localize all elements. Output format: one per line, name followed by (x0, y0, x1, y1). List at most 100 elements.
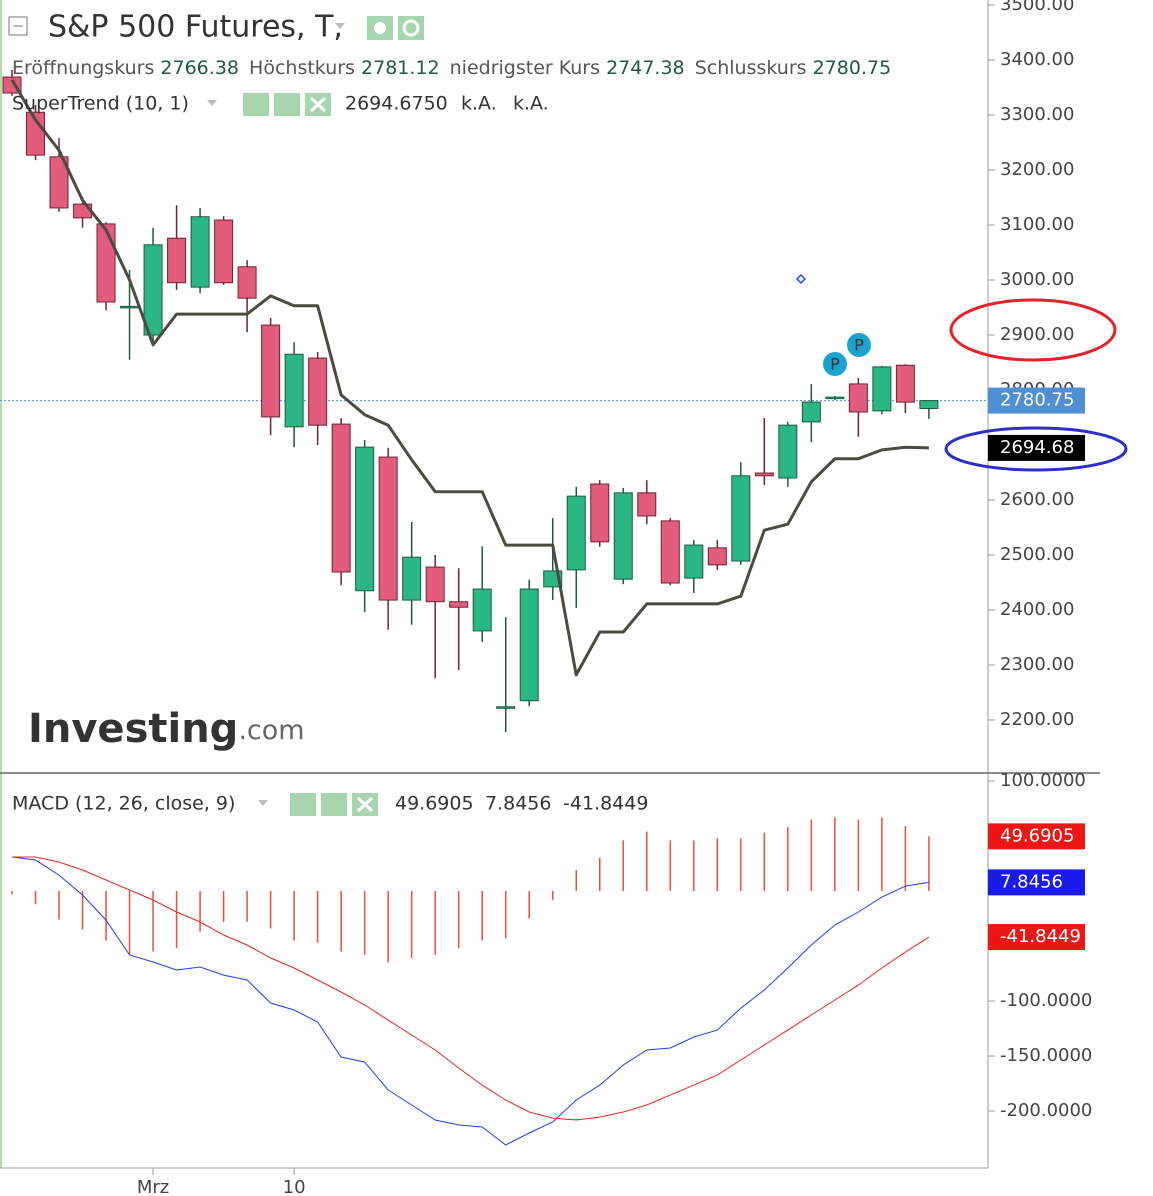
y-tick-label: 3400.00 (1000, 49, 1074, 70)
candle-body (825, 396, 845, 400)
y-tick-label: 100.0000 (1000, 770, 1086, 791)
y-tick-label: 3300.00 (1000, 104, 1074, 125)
candle-body (355, 446, 375, 592)
indicator-axis-label: 2694.68 (1000, 437, 1074, 458)
macd-axis-label: 7.8456 (1000, 871, 1063, 892)
dropdown-arrow[interactable] (258, 800, 268, 806)
indicator-value: -41.8449 (563, 793, 648, 815)
visibility-button[interactable] (290, 793, 316, 816)
candle-body (308, 357, 328, 426)
candle-body (754, 472, 774, 477)
candle-body (331, 423, 351, 573)
visibility-button[interactable] (243, 93, 269, 116)
candle-body (684, 544, 704, 579)
legend-label: Eröffnungskurs (12, 57, 154, 79)
candle-body (378, 456, 398, 601)
candle-body (707, 547, 727, 566)
watermark: Investing.com (28, 706, 305, 752)
y-tick-label: 2600.00 (1000, 489, 1074, 510)
candle-body (261, 324, 281, 418)
pivot-marker (847, 333, 871, 357)
legend-value: 2780.75 (813, 57, 892, 79)
candle-body (872, 366, 892, 412)
legend-label: Schlusskurs (695, 57, 807, 79)
watermark-suffix: .com (238, 715, 304, 746)
candle-body (402, 556, 422, 601)
watermark-brand: Investing (28, 706, 238, 752)
legend-value: 2747.38 (606, 57, 685, 79)
legend-value: 2781.12 (361, 57, 440, 79)
y-tick-label: 3500.00 (1000, 0, 1074, 15)
y-tick-label: -200.0000 (1000, 1100, 1092, 1121)
x-tick-label: 10 (283, 1177, 306, 1196)
macd-line (12, 856, 930, 1121)
supertrend-line (10, 79, 929, 677)
marker-diamond (795, 273, 807, 285)
candle-body (519, 588, 539, 702)
macd-axis-label-box (988, 823, 1085, 850)
y-tick-label: 3100.00 (1000, 214, 1074, 235)
macd-axis-label-box (988, 869, 1085, 896)
candle-body (449, 601, 469, 608)
y-tick-label: -100.0000 (1000, 990, 1092, 1011)
candle-body (143, 244, 163, 336)
indicator-axis-label-box (988, 434, 1085, 461)
y-tick-label: 2900.00 (1000, 324, 1074, 345)
candle-body (425, 566, 445, 603)
candle-body (801, 401, 821, 423)
candle-body (472, 588, 492, 632)
y-tick-label: 2400.00 (1000, 599, 1074, 620)
candle-body (660, 520, 680, 584)
macd-axis-label-box (988, 924, 1085, 951)
pivot-marker (823, 352, 847, 376)
settings-button[interactable] (321, 793, 347, 816)
candle-body (637, 492, 657, 517)
x-tick-label: Mrz (137, 1177, 169, 1196)
legend-label: niedrigster Kurs (450, 57, 600, 79)
candle-body (96, 223, 116, 303)
legend-label: Höchstkurs (249, 57, 355, 79)
remove-icon (309, 96, 327, 113)
price-axis-label-box (988, 387, 1085, 414)
indicator-value: 2694.6750 (345, 93, 448, 115)
indicator-name: SuperTrend (10, 1) (12, 93, 189, 115)
collapse-box[interactable] (8, 16, 28, 36)
highlight-ellipse (949, 298, 1117, 362)
candle-body (731, 475, 751, 562)
dropdown-arrow[interactable] (207, 100, 217, 106)
candle-body (190, 216, 210, 288)
legend-value: 2766.38 (160, 57, 239, 79)
pivot-label: P (854, 336, 864, 355)
indicator-name: MACD (12, 26, close, 9) (12, 793, 235, 815)
y-tick-label: 2300.00 (1000, 654, 1074, 675)
macd-axis-label: 49.6905 (1000, 825, 1074, 846)
candle-body (49, 156, 69, 209)
candle-body (496, 706, 516, 709)
candle-body (237, 266, 257, 299)
y-tick-label: 3200.00 (1000, 159, 1074, 180)
indicator-value: k.A. (513, 93, 549, 115)
ohlc-legend: Eröffnungskurs 2766.38 Höchstkurs 2781.1… (12, 57, 891, 79)
candle-body (566, 495, 586, 571)
candle-body (778, 424, 798, 479)
y-tick-label: 2500.00 (1000, 544, 1074, 565)
candle-body (613, 492, 633, 580)
gear-icon (402, 19, 420, 37)
dropdown-arrow[interactable] (335, 23, 345, 29)
candle-body (919, 400, 939, 409)
settings-button[interactable] (274, 93, 300, 116)
y-tick-label: -150.0000 (1000, 1045, 1092, 1066)
macd-line (11, 856, 929, 1146)
y-tick-label: 3000.00 (1000, 269, 1074, 290)
candle-body (120, 305, 140, 309)
candle-body (284, 353, 304, 428)
remove-icon (356, 796, 374, 813)
pivot-label: P (830, 355, 840, 374)
price-axis-label: 2780.75 (1000, 390, 1074, 411)
eye-icon (374, 22, 386, 34)
highlight-ellipse (944, 426, 1128, 472)
indicator-value: 7.8456 (485, 793, 551, 815)
macd-axis-label: -41.8449 (1000, 926, 1081, 947)
candle-body (895, 364, 915, 403)
